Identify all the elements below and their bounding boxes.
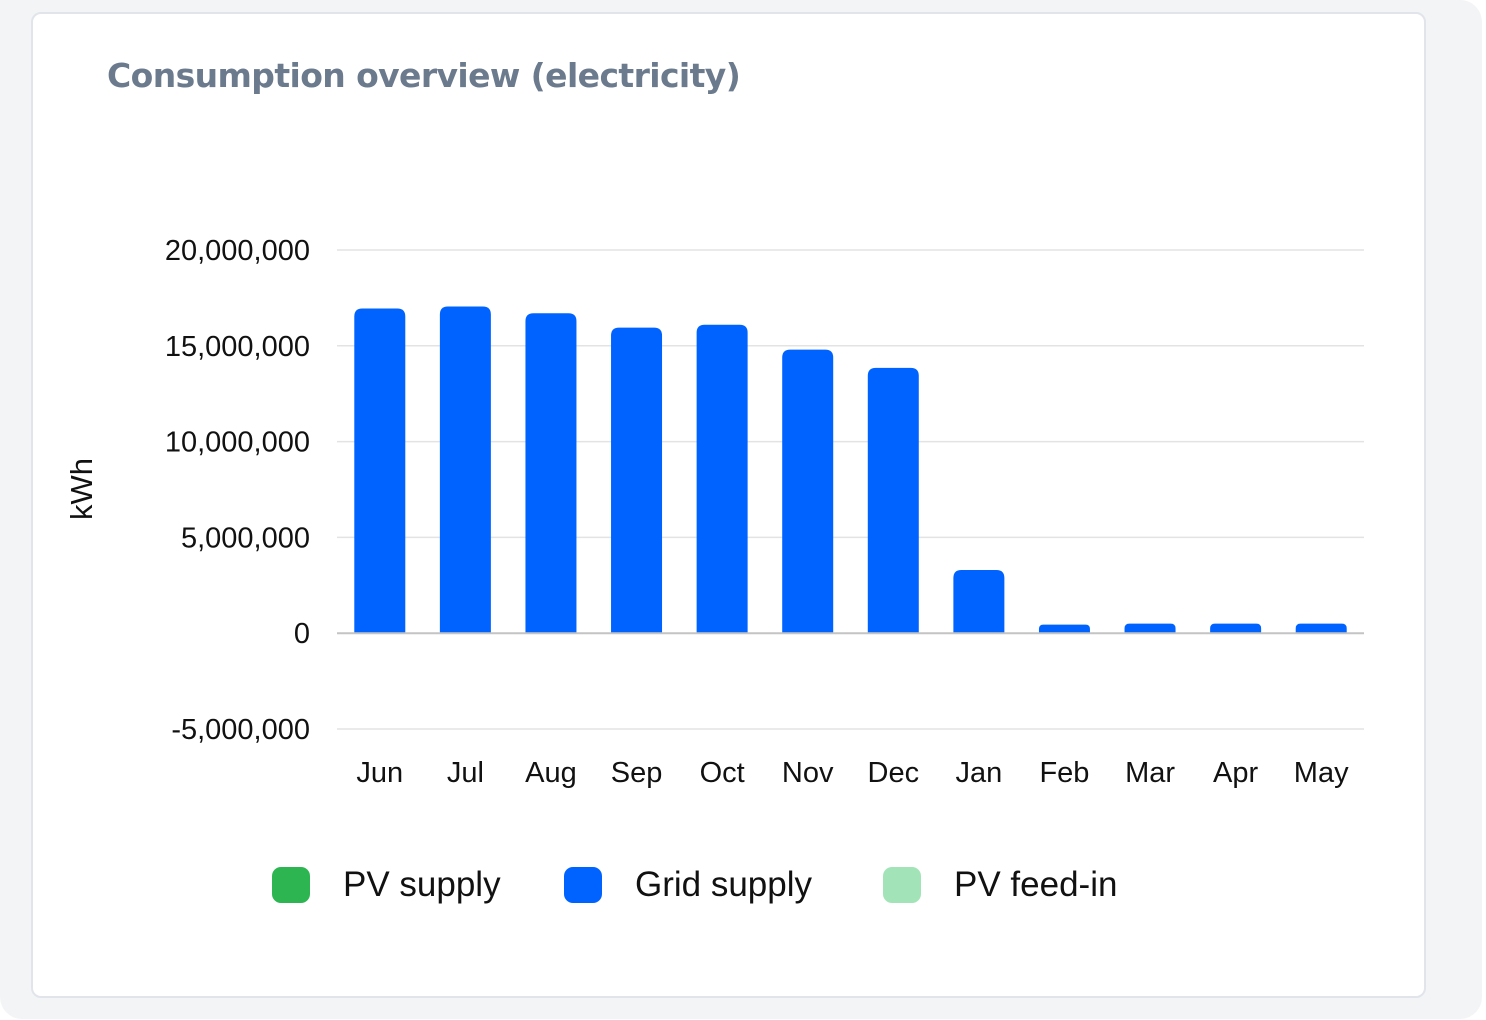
- y-tick-label: 10,000,000: [165, 427, 310, 459]
- bar-grid-supply-may[interactable]: [1295, 623, 1347, 634]
- x-tick-label: Apr: [1213, 757, 1258, 789]
- legend-label: PV supply: [343, 865, 501, 904]
- x-tick-label: Oct: [700, 757, 745, 789]
- y-tick-label: 5,000,000: [181, 522, 310, 554]
- y-tick-label: 15,000,000: [165, 331, 310, 363]
- x-tick-label: Aug: [525, 757, 577, 789]
- y-axis-title: kWh: [64, 458, 99, 520]
- bar-grid-supply-jun[interactable]: [354, 308, 406, 634]
- x-tick-label: Nov: [782, 757, 834, 789]
- bar-grid-supply-jan[interactable]: [953, 569, 1005, 634]
- bar-grid-supply-apr[interactable]: [1210, 623, 1262, 634]
- x-tick-label: May: [1294, 757, 1349, 789]
- x-tick-label: Sep: [611, 757, 663, 789]
- x-tick-label: Jul: [447, 757, 484, 789]
- y-tick-label: -5,000,000: [171, 714, 310, 746]
- bar-grid-supply-aug[interactable]: [525, 313, 577, 634]
- chart-title: Consumption overview (electricity): [107, 56, 741, 95]
- legend-swatch: [272, 867, 310, 903]
- legend-swatch: [564, 867, 602, 903]
- y-tick-label: 20,000,000: [165, 235, 310, 267]
- x-tick-label: Jan: [955, 757, 1002, 789]
- legend-label: Grid supply: [635, 865, 813, 904]
- bar-grid-supply-mar[interactable]: [1124, 623, 1176, 634]
- legend-swatch: [883, 867, 921, 903]
- legend-item-pv-supply[interactable]: PV supply: [272, 862, 501, 908]
- bar-grid-supply-nov[interactable]: [782, 349, 834, 634]
- bar-grid-supply-dec[interactable]: [867, 367, 919, 634]
- bar-grid-supply-feb[interactable]: [1038, 624, 1090, 634]
- legend-label: PV feed-in: [954, 865, 1118, 904]
- y-tick-label: 0: [294, 618, 310, 650]
- y-axis-ticks: 20,000,000 15,000,000 10,000,000 5,000,000 0…: [165, 235, 310, 746]
- x-tick-label: Dec: [868, 757, 920, 789]
- x-tick-label: Jun: [356, 757, 403, 789]
- chart-legend: PV supply Grid supply PV feed-in: [0, 862, 1486, 908]
- bar-grid-supply-jul[interactable]: [439, 306, 491, 634]
- gridlines: [337, 249, 1364, 730]
- bar-grid-supply-sep[interactable]: [611, 327, 663, 634]
- legend-item-grid-supply[interactable]: Grid supply: [564, 862, 812, 908]
- x-tick-label: Mar: [1125, 757, 1175, 789]
- bar-grid-supply-oct[interactable]: [696, 324, 748, 634]
- x-axis-ticks: Jun Jul Aug Sep Oct Nov Dec Jan Feb Mar Apr May: [356, 757, 1349, 789]
- legend-item-pv-feed-in[interactable]: PV feed-in: [883, 862, 1117, 908]
- bars: [354, 306, 1347, 634]
- x-tick-label: Feb: [1039, 757, 1089, 789]
